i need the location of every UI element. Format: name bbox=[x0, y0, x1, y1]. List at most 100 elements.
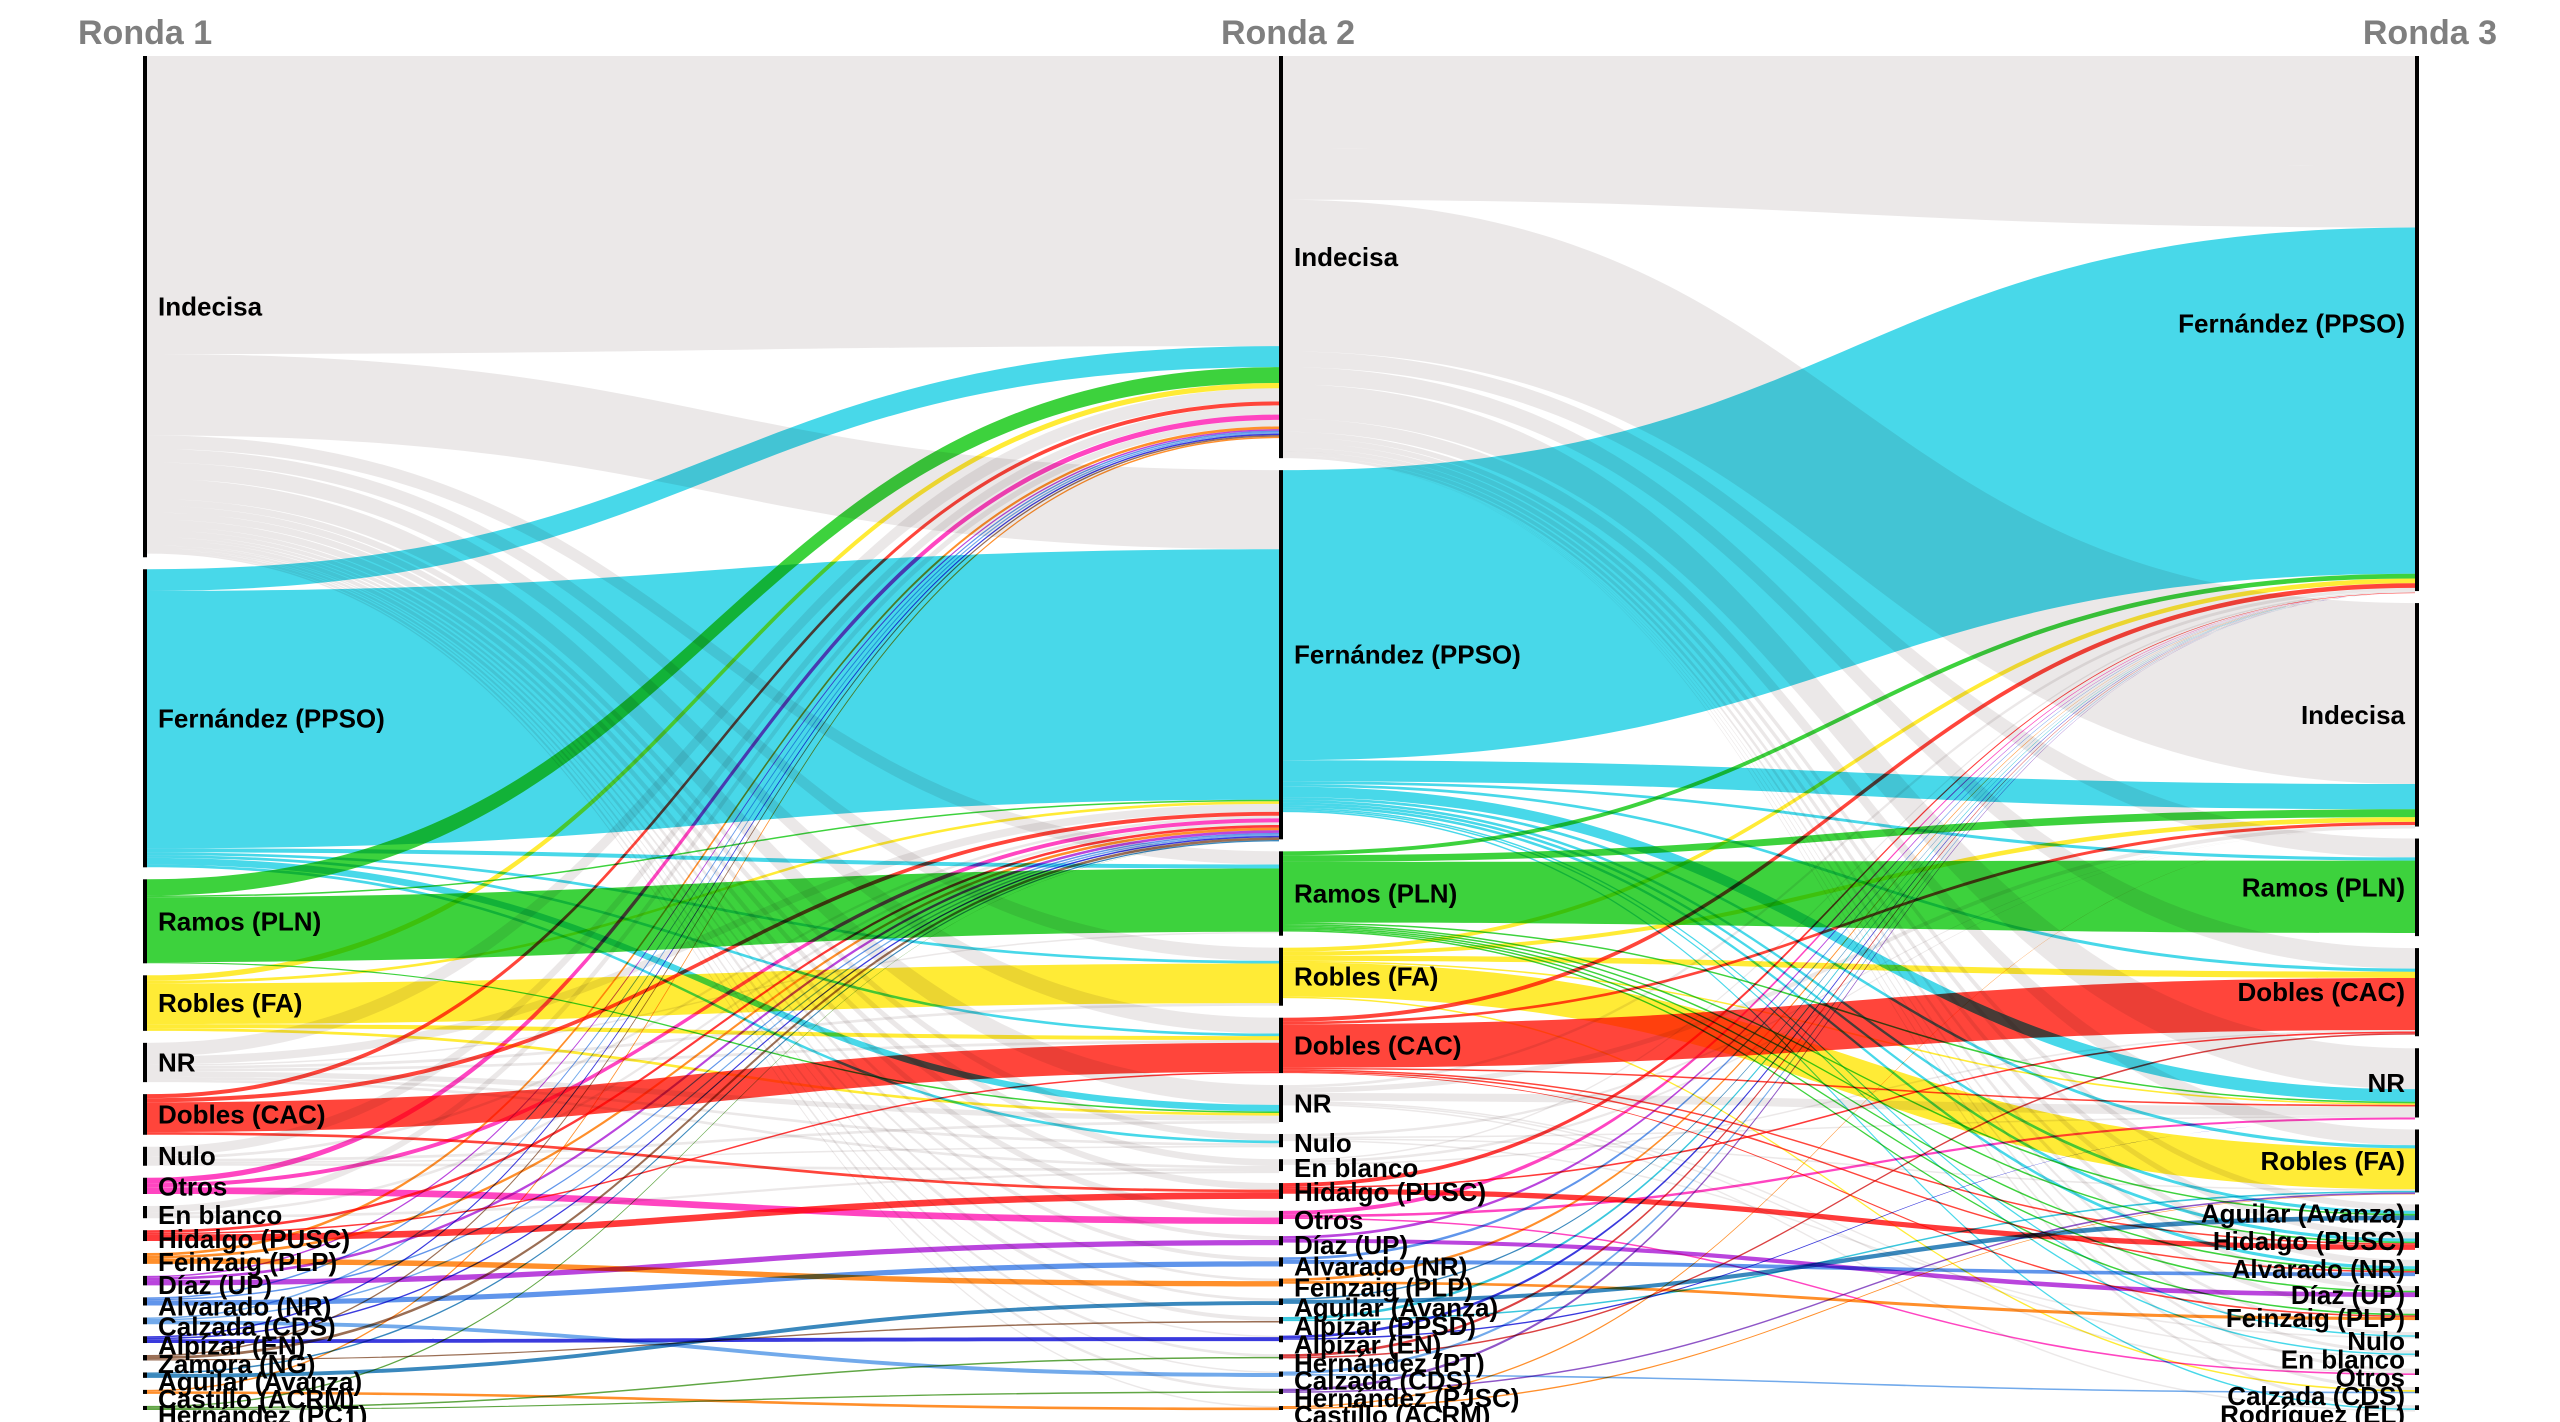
node-bar-r3-aguilar-avanza bbox=[2415, 1204, 2419, 1221]
node-bar-r1-robles-fa bbox=[143, 975, 147, 1031]
flow-2-ramos-pln-to-feinzaig-plp bbox=[1283, 930, 2415, 1316]
flow-1-nulo-to-nr bbox=[147, 1120, 1279, 1162]
flow-2-nr-to-indecisa bbox=[1283, 824, 2415, 1094]
flow-2-ramos-pln-to-fernandez-ppso bbox=[1283, 573, 2415, 856]
flow-2-hernandez-pt-to-fernandez-ppso bbox=[1283, 593, 2415, 1357]
flow-1-robles-fa-to-fernandez-ppso bbox=[147, 801, 1279, 984]
node-label-r2-alpizar-en: Alpízar (EN) bbox=[1294, 1330, 1441, 1360]
node-bar-r2-hidalgo-pusc bbox=[1279, 1183, 1283, 1199]
flow-2-feinzaig-plp-to-feinzaig-plp bbox=[1283, 1281, 2415, 1321]
round-title-3: Ronda 3 bbox=[2363, 14, 2497, 52]
node-label-r2-alvarado-nr: Alvarado (NR) bbox=[1294, 1251, 1467, 1281]
node-label-r2-castillo-acrm: Castillo (ACRM) bbox=[1294, 1400, 1490, 1422]
node-label-r1-dobles-cac: Dobles (CAC) bbox=[158, 1099, 326, 1129]
node-bar-r2-hernandez-pjsc bbox=[1279, 1388, 1283, 1395]
flow-1-indecisa-to-indecisa bbox=[147, 56, 1279, 355]
node-label-r3-otros: Otros bbox=[2336, 1363, 2405, 1393]
node-label-r2-ramos-pln: Ramos (PLN) bbox=[1294, 879, 1457, 909]
node-bar-r3-fernandez-ppso bbox=[2415, 56, 2419, 592]
flow-1-en-blanco-to-fernandez-ppso bbox=[147, 822, 1279, 1216]
node-label-r3-indecisa: Indecisa bbox=[2301, 700, 2406, 730]
flow-2-hidalgo-pusc-to-dobles-cac bbox=[1283, 1031, 2415, 1189]
node-label-r3-diaz-up: Díaz (UP) bbox=[2291, 1280, 2405, 1310]
node-label-r1-ramos-pln: Ramos (PLN) bbox=[158, 906, 321, 936]
flow-2-robles-fa-to-robles-fa bbox=[1283, 962, 2415, 1190]
flow-1-nulo-to-en-blanco bbox=[147, 1163, 1279, 1172]
node-label-r3-robles-fa: Robles (FA) bbox=[2261, 1146, 2405, 1176]
flow-1-nr-to-nulo bbox=[147, 1076, 1279, 1146]
flow-1-nulo-to-nulo bbox=[147, 1145, 1279, 1164]
node-label-r2-aguilar-avanza: Aguilar (Avanza) bbox=[1294, 1292, 1498, 1322]
node-label-r2-hernandez-pt: Hernández (PT) bbox=[1294, 1348, 1485, 1378]
node-label-r3-fernandez-ppso: Fernández (PPSO) bbox=[2178, 309, 2405, 339]
flow-1-alvarado-nr-to-fernandez-ppso bbox=[147, 832, 1279, 1301]
node-label-r3-alvarado-nr: Alvarado (NR) bbox=[2232, 1254, 2405, 1284]
flow-1-dobles-cac-to-fernandez-ppso bbox=[147, 811, 1279, 1103]
round-title-2: Ronda 2 bbox=[1221, 14, 1355, 52]
flow-1-robles-fa-to-robles-fa bbox=[147, 963, 1279, 1025]
flow-1-otros-to-otros bbox=[147, 1187, 1279, 1225]
flow-2-indecisa-to-alvarado-nr bbox=[1283, 442, 2415, 1267]
flow-2-fernandez-ppso-to-ramos-pln bbox=[1283, 781, 2415, 861]
flow-1-indecisa-to-hernandez-pt bbox=[147, 545, 1279, 1357]
node-bar-r2-castillo-acrm bbox=[1279, 1406, 1283, 1410]
node-bar-r2-alpizar-ppsd bbox=[1279, 1317, 1283, 1324]
flow-2-alpizar-en-to-nr bbox=[1283, 1119, 2415, 1340]
node-label-r3-rodriguez-el: Rodríguez (EL) bbox=[2220, 1399, 2405, 1422]
flow-1-en-blanco-to-indecisa bbox=[147, 419, 1279, 1213]
node-bar-r2-robles-fa bbox=[1279, 947, 1283, 1006]
flow-1-alvarado-nr-to-indecisa bbox=[147, 430, 1279, 1299]
flow-2-nulo-to-robles-fa bbox=[1283, 1138, 2415, 1191]
node-bar-r1-nr bbox=[143, 1042, 147, 1083]
flow-2-alvarado-nr-to-alvarado-nr bbox=[1283, 1259, 2415, 1277]
flow-2-hernandez-pt-to-dobles-cac bbox=[1283, 1033, 2415, 1359]
node-label-r2-alpizar-ppsd: Alpízar (PPSD) bbox=[1294, 1311, 1476, 1341]
flow-2-dobles-cac-to-alvarado-nr bbox=[1283, 1070, 2415, 1273]
flow-1-nr-to-fernandez-ppso bbox=[147, 803, 1279, 1065]
flow-1-ramos-pln-to-indecisa bbox=[147, 367, 1279, 896]
node-bar-r3-diaz-up bbox=[2415, 1286, 2419, 1298]
flow-2-dobles-cac-to-nr bbox=[1283, 1067, 2415, 1107]
node-bar-r2-calzada-cds bbox=[1279, 1371, 1283, 1377]
flow-2-calzada-cds-to-fernandez-ppso bbox=[1283, 593, 2415, 1375]
flow-2-alvarado-nr-to-fernandez-ppso bbox=[1283, 593, 2415, 1260]
node-label-r2-robles-fa: Robles (FA) bbox=[1294, 962, 1438, 992]
flow-2-fernandez-ppso-to-fernandez-ppso bbox=[1283, 227, 2415, 761]
flow-1-fernandez-ppso-to-ramos-pln bbox=[147, 848, 1279, 869]
flow-2-nulo-to-nr bbox=[1283, 1115, 2415, 1139]
flow-1-hernandez-pct-to-fernandez-ppso bbox=[147, 841, 1279, 1408]
node-label-r3-feinzaig-plp: Feinzaig (PLP) bbox=[2226, 1303, 2405, 1333]
node-bar-r1-feinzaig-plp bbox=[143, 1253, 147, 1264]
node-bar-r1-en-blanco bbox=[143, 1206, 147, 1219]
node-label-r1-aguilar-avanza: Aguilar (Avanza) bbox=[158, 1366, 362, 1396]
flow-2-indecisa-to-rodriguez-el bbox=[1283, 458, 2415, 1409]
node-label-r2-en-blanco: En blanco bbox=[1294, 1153, 1418, 1183]
flow-1-nulo-to-fernandez-ppso bbox=[147, 815, 1279, 1159]
flow-1-otros-to-fernandez-ppso bbox=[147, 818, 1279, 1188]
flow-1-nr-to-indecisa bbox=[147, 388, 1279, 1057]
node-label-r2-feinzaig-plp: Feinzaig (PLP) bbox=[1294, 1273, 1473, 1303]
node-label-r2-hernandez-pjsc: Hernández (PJSC) bbox=[1294, 1383, 1519, 1413]
flow-1-diaz-up-to-diaz-up bbox=[147, 1240, 1279, 1286]
flow-1-calzada-cds-to-calzada-cds bbox=[147, 1320, 1279, 1377]
flow-1-feinzaig-plp-to-fernandez-ppso bbox=[147, 827, 1279, 1259]
node-label-r1-hernandez-pct: Hernández (PCT) bbox=[158, 1400, 367, 1422]
flow-1-aguilar-avanza-to-aguilar-avanza bbox=[147, 1301, 1279, 1378]
flow-1-ramos-pln-to-fernandez-ppso bbox=[147, 799, 1279, 898]
node-bar-r2-diaz-up bbox=[1279, 1236, 1283, 1246]
node-bar-r2-aguilar-avanza bbox=[1279, 1298, 1283, 1306]
flow-1-alvarado-nr-to-alvarado-nr bbox=[147, 1261, 1279, 1306]
node-bar-r2-nulo bbox=[1279, 1134, 1283, 1148]
flow-1-zamora-ng-to-fernandez-ppso bbox=[147, 837, 1279, 1360]
flow-1-ramos-pln-to-nr bbox=[147, 962, 1279, 1113]
node-label-r1-en-blanco: En blanco bbox=[158, 1200, 282, 1230]
node-label-r3-nr: NR bbox=[2367, 1068, 2405, 1098]
node-bar-r2-alvarado-nr bbox=[1279, 1257, 1283, 1267]
flow-1-fernandez-ppso-to-fernandez-ppso bbox=[147, 549, 1279, 849]
node-bar-r3-feinzaig-plp bbox=[2415, 1309, 2419, 1321]
node-label-r1-fernandez-ppso: Fernández (PPSO) bbox=[158, 703, 385, 733]
node-label-r2-otros: Otros bbox=[1294, 1205, 1363, 1235]
flow-1-dobles-cac-to-indecisa bbox=[147, 401, 1279, 1099]
flow-1-diaz-up-to-indecisa bbox=[147, 429, 1279, 1278]
node-label-r1-alvarado-nr: Alvarado (NR) bbox=[158, 1291, 331, 1321]
